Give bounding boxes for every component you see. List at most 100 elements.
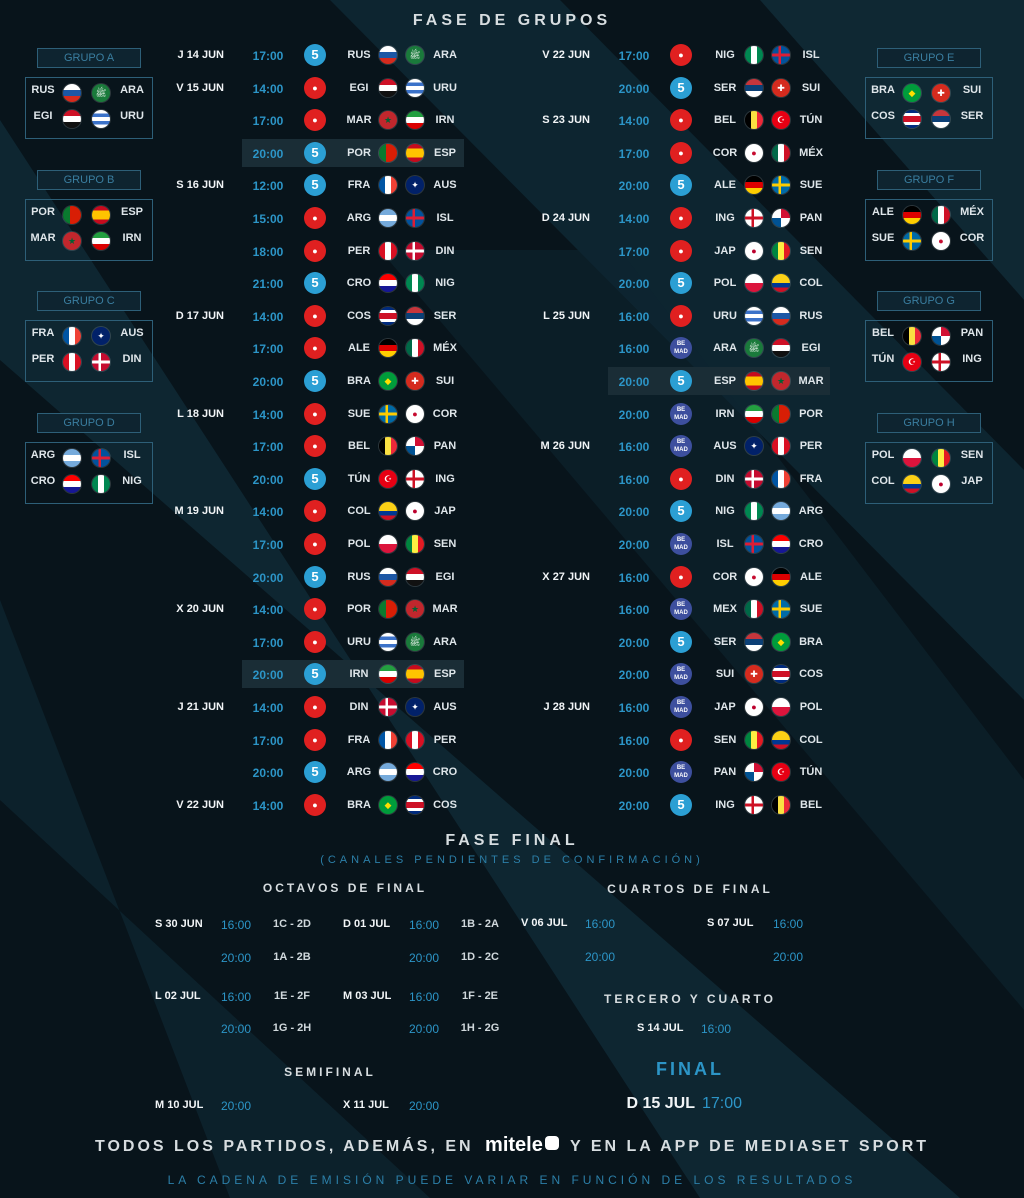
footer-text-before: TODOS LOS PARTIDOS, ADEMÁS, EN: [94, 1138, 474, 1155]
match-day: V 22 JUN: [542, 49, 590, 61]
match-home-team: POL: [713, 277, 737, 290]
semifinal-time: 20:00: [408, 1099, 440, 1113]
match-home-team: ARG: [346, 212, 372, 224]
cuartos-day: V 06 JUL: [521, 917, 568, 929]
flag-irn-icon: [745, 404, 763, 423]
flag-ser-icon: [406, 306, 424, 325]
cuatro-logo-icon: ●: [304, 304, 326, 327]
match-time: 14:00: [252, 407, 284, 422]
match-home-team: JAP: [714, 701, 736, 713]
flag-jap-icon: ●: [745, 241, 763, 260]
telecinco-logo-icon: 5: [304, 272, 326, 295]
match-row: [242, 660, 464, 689]
group-label: GRUPO C: [37, 291, 141, 311]
match-away-team: BEL: [800, 798, 822, 811]
match-away-team: COL: [799, 733, 823, 746]
flag-ser-icon: [745, 78, 763, 97]
tercero-day: S 14 JUL: [637, 1022, 684, 1034]
flag-nig-icon: [92, 475, 110, 493]
match-away-team: RUS: [799, 309, 823, 322]
match-time: 21:00: [252, 277, 284, 292]
group-team-code: ALE: [872, 206, 894, 218]
match-away-team: ARA: [433, 635, 457, 648]
match-away-team: ISL: [802, 49, 820, 61]
match-home-team: SER: [713, 635, 737, 648]
flag-col-icon: [772, 730, 790, 749]
telecinco-logo-icon: 5: [670, 76, 692, 99]
match-away-team: ALE: [800, 570, 822, 583]
flag-emblem-icon: ✚: [750, 669, 758, 680]
octavos-day: S 30 JUN: [155, 918, 203, 930]
final-title: FINAL: [656, 1059, 724, 1079]
cuatro-logo-icon: ●: [670, 565, 692, 588]
group-team-code: TÚN: [871, 353, 895, 365]
cuatro-logo-icon: ●: [670, 109, 692, 132]
match-away-team: URU: [433, 81, 457, 94]
group-team-code: COL: [871, 475, 895, 487]
match-day: J 14 JUN: [177, 49, 224, 61]
match-time: 17:00: [252, 342, 284, 357]
flag-cro-icon: [63, 475, 81, 493]
flag-emblem-icon: ●: [412, 408, 418, 419]
flag-por-icon: [379, 143, 397, 162]
octavos-time: 20:00: [408, 1022, 440, 1036]
group-team-code: AUS: [120, 327, 144, 339]
match-time: 14:00: [618, 114, 650, 129]
match-home-team: FRA: [347, 733, 371, 746]
match-time: 14:00: [252, 603, 284, 618]
flag-emblem-icon: ●: [938, 236, 944, 246]
group-box: [865, 199, 993, 261]
match-away-team: AUS: [433, 701, 457, 713]
match-home-team: ARA: [713, 342, 737, 355]
flag-esp-icon: [745, 372, 763, 390]
group-team-code: MÉX: [960, 206, 984, 218]
match-away-team: ARA: [433, 49, 457, 61]
match-day: V 22 JUN: [176, 798, 224, 811]
match-away-team: SUE: [799, 179, 823, 192]
match-away-team: PAN: [799, 212, 823, 224]
match-away-team: PER: [799, 440, 823, 453]
match-away-team: BRA: [799, 635, 823, 648]
flag-emblem-icon: ✚: [937, 88, 945, 98]
flag-mar-icon: ★: [772, 372, 790, 390]
flag-mar-icon: ★: [406, 600, 424, 619]
match-day: J 21 JUN: [177, 701, 224, 713]
group-team-code: ISL: [123, 449, 141, 461]
octavos-time: 16:00: [220, 990, 252, 1004]
flag-emblem-icon: ◆: [777, 636, 785, 647]
flag-bra-icon: ◆: [903, 84, 921, 102]
flag-bel-icon: [745, 111, 763, 130]
match-away-team: MAR: [798, 375, 824, 387]
flag-egi-icon: [379, 78, 397, 97]
flag-pol-icon: [772, 698, 790, 716]
match-home-team: POR: [347, 146, 371, 159]
cuatro-logo-icon: ●: [304, 402, 326, 425]
flag-jap-icon: ●: [745, 698, 763, 716]
flag-ser-icon: [932, 110, 950, 128]
flag-rus-icon: [379, 567, 397, 586]
flag-cor-icon: ●: [932, 232, 950, 250]
flag-ing-icon: [745, 795, 763, 814]
cuartos-time: 16:00: [772, 917, 804, 931]
flag-sen-icon: [772, 241, 790, 260]
match-away-team: SUI: [435, 375, 455, 387]
match-home-team: EGI: [349, 81, 369, 94]
match-time: 16:00: [618, 701, 650, 715]
group-team-code: DIN: [122, 353, 142, 365]
group-team-code: CRO: [30, 475, 56, 487]
match-day: M 26 JUN: [540, 440, 590, 453]
group-team-code: EGI: [33, 110, 53, 122]
bemad-logo-icon: BE MAD: [670, 402, 692, 425]
cuatro-logo-icon: ●: [304, 76, 326, 99]
group-label: GRUPO G: [877, 291, 981, 311]
match-row: [608, 367, 830, 395]
flag-ale-icon: [379, 339, 397, 358]
match-day: J 28 JUN: [543, 701, 590, 713]
flag-cos-icon: [772, 665, 790, 684]
flag-per-icon: [772, 437, 790, 456]
group-box: [25, 199, 153, 261]
match-home-team: BRA: [347, 375, 371, 387]
group-label: GRUPO B: [37, 170, 141, 190]
flag-sue-icon: [772, 600, 790, 619]
match-away-team: EGI: [801, 342, 821, 355]
